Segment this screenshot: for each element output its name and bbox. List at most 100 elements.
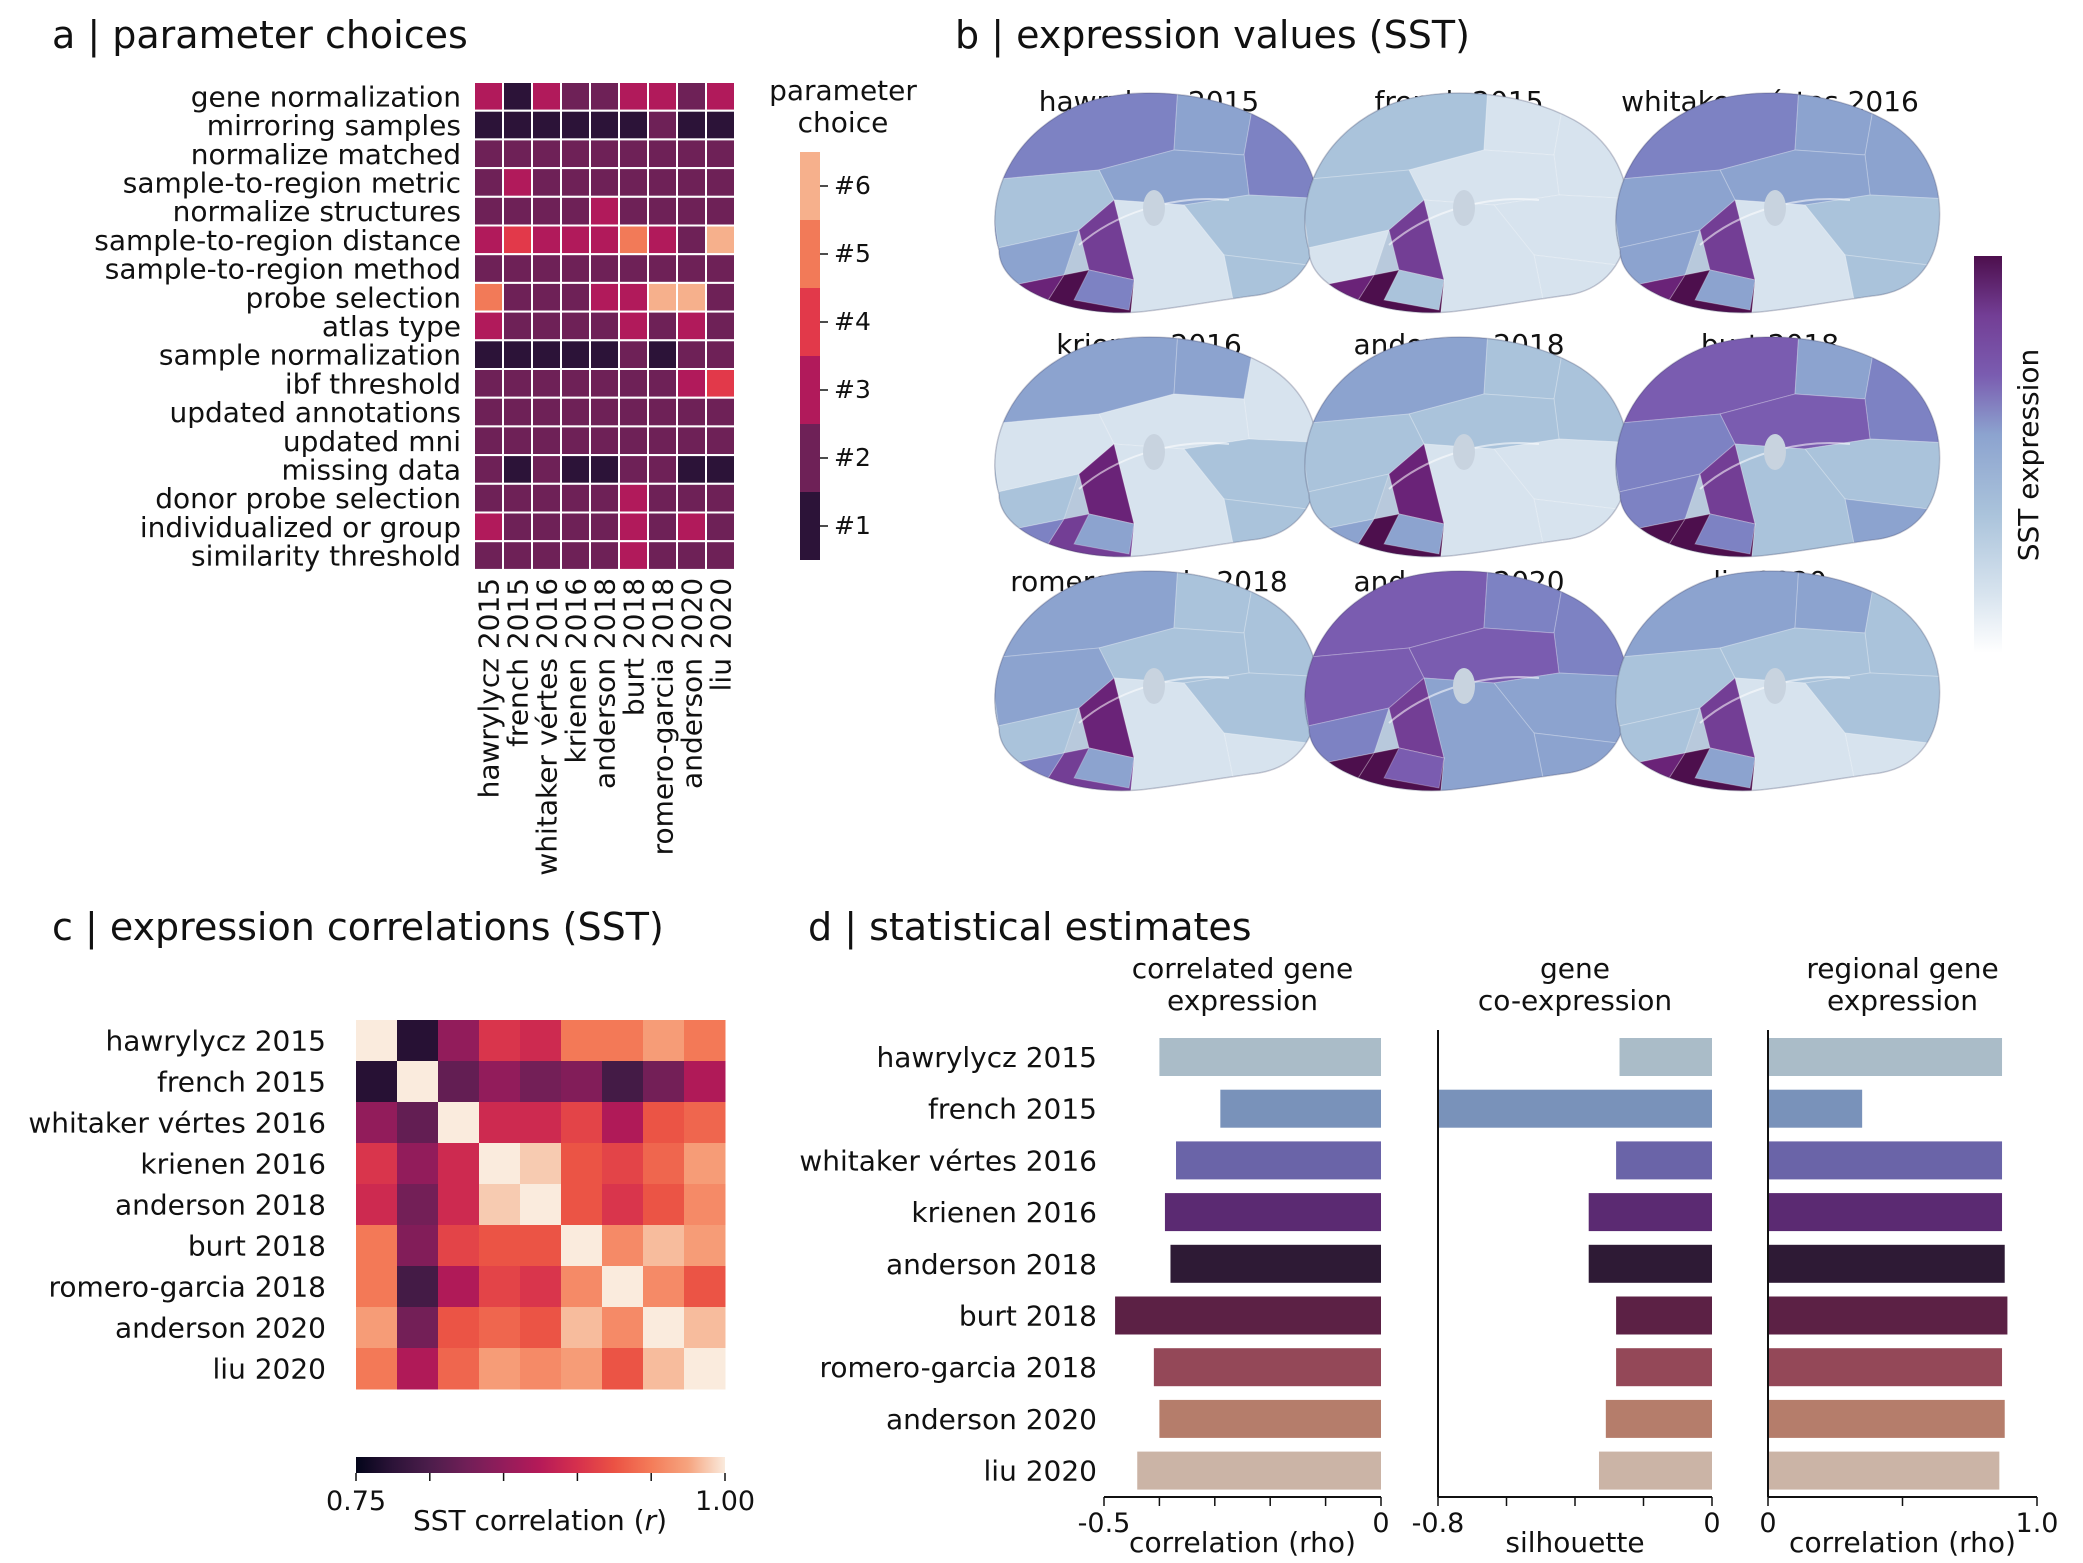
estimate-bar [1768, 1399, 2005, 1438]
panel-c-expression-correlations: c | expression correlations (SST) hawryl… [28, 905, 755, 1537]
x-tick-label-min: 0 [1759, 1508, 1776, 1539]
parameter-cell [647, 511, 678, 543]
correlation-row-label: anderson 2018 [115, 1189, 326, 1222]
correlation-cell [602, 1020, 644, 1062]
brain-surface [1304, 92, 1630, 314]
correlation-cell [356, 1020, 398, 1062]
parameter-cell [705, 540, 736, 571]
correlation-cell [397, 1348, 439, 1390]
parameter-label: sample-to-region metric [123, 166, 461, 199]
correlation-cell [561, 1102, 603, 1144]
parameter-cell [502, 482, 533, 514]
subplot-x-label: silhouette [1505, 1526, 1644, 1559]
parameter-cell [473, 511, 504, 543]
parameter-cell [531, 511, 562, 543]
brain-region [1844, 732, 1940, 791]
parameter-label: updated mni [283, 425, 461, 458]
parameter-cell [618, 167, 649, 198]
parameter-cell [473, 195, 504, 227]
brain-region [1615, 179, 1621, 251]
legend-swatch [800, 356, 820, 424]
brain-regions [994, 93, 1319, 313]
parameter-label: ibf threshold [285, 367, 461, 400]
parameter-cell [618, 425, 649, 457]
brain-region [1864, 571, 1940, 679]
parameter-cell [502, 195, 533, 227]
parameter-cell [531, 396, 562, 428]
estimate-row-label: burt 2018 [959, 1300, 1097, 1333]
insula-shadow [1764, 434, 1786, 470]
parameter-cell [618, 281, 649, 313]
estimate-bar [1115, 1296, 1381, 1335]
parameter-cell [647, 396, 678, 428]
parameter-label: mirroring samples [207, 109, 461, 142]
parameter-cell [502, 253, 533, 284]
parameter-cell [647, 138, 678, 170]
parameter-cell [589, 224, 620, 256]
estimate-bar [1768, 1296, 2008, 1335]
brain-region [1844, 254, 1940, 313]
parameter-cell [647, 253, 678, 284]
correlation-cell [438, 1061, 480, 1103]
brain-regions [1615, 337, 1940, 557]
parameter-cell [473, 224, 504, 256]
brain-region [1844, 498, 1940, 557]
correlation-cell [520, 1225, 562, 1267]
x-tick-label-max: 0 [1703, 1508, 1720, 1539]
correlation-cell [602, 1348, 644, 1390]
correlation-cell [438, 1143, 480, 1185]
parameter-cell [531, 224, 562, 256]
estimate-row-label: french 2015 [928, 1093, 1097, 1126]
brain-region [1615, 518, 1687, 557]
correlation-cell [684, 1266, 726, 1308]
correlation-cell [397, 1266, 439, 1308]
parameter-cell [531, 253, 562, 284]
legend-label: #4 [834, 307, 871, 336]
estimate-bar [1153, 1348, 1381, 1387]
correlation-cell [643, 1020, 685, 1062]
parameter-cell [705, 281, 736, 313]
correlation-cell [520, 1307, 562, 1349]
legend-label: #6 [834, 171, 871, 200]
parameter-cell [560, 138, 591, 170]
parameter-label: updated annotations [170, 396, 461, 429]
correlation-cell [602, 1307, 644, 1349]
parameter-cell [531, 138, 562, 170]
brain-surface [1615, 570, 1941, 792]
parameter-cell [502, 368, 533, 399]
sst-expression-colorbar-label: SST expression [2012, 349, 2045, 562]
brain-region [1694, 513, 1756, 555]
parameter-cell [676, 482, 707, 514]
correlation-row-label: french 2015 [157, 1066, 326, 1099]
parameter-cell [589, 368, 620, 399]
parameter-cell [618, 195, 649, 227]
correlation-cell [438, 1184, 480, 1226]
correlation-cell [479, 1184, 521, 1226]
parameter-cell [531, 109, 562, 141]
parameter-cell [502, 511, 533, 543]
parameter-cell [705, 310, 736, 342]
legend-swatch [800, 220, 820, 288]
parameter-cell [705, 511, 736, 543]
estimate-bar [1768, 1348, 2003, 1387]
parameter-cell [589, 138, 620, 170]
correlation-cell [643, 1266, 685, 1308]
estimate-row-labels: hawrylycz 2015 french 2015 whitaker vértes… [799, 1041, 1097, 1488]
parameter-cell [502, 425, 533, 457]
insula-shadow [1143, 190, 1165, 226]
parameter-cell [676, 281, 707, 313]
parameter-cell [473, 109, 504, 141]
legend-swatch [800, 288, 820, 356]
legend-label: #5 [834, 239, 871, 268]
x-tick-label-min: -0.5 [1078, 1508, 1131, 1539]
brain-region [1864, 337, 1940, 445]
panel-c-title: c | expression correlations (SST) [52, 905, 664, 950]
parameter-cell [676, 195, 707, 227]
insula-shadow [1764, 668, 1786, 704]
study-column-label: hawrylycz 2015 [473, 578, 506, 799]
correlation-cell [520, 1266, 562, 1308]
colorbar-max-label: 1.00 [695, 1486, 755, 1517]
